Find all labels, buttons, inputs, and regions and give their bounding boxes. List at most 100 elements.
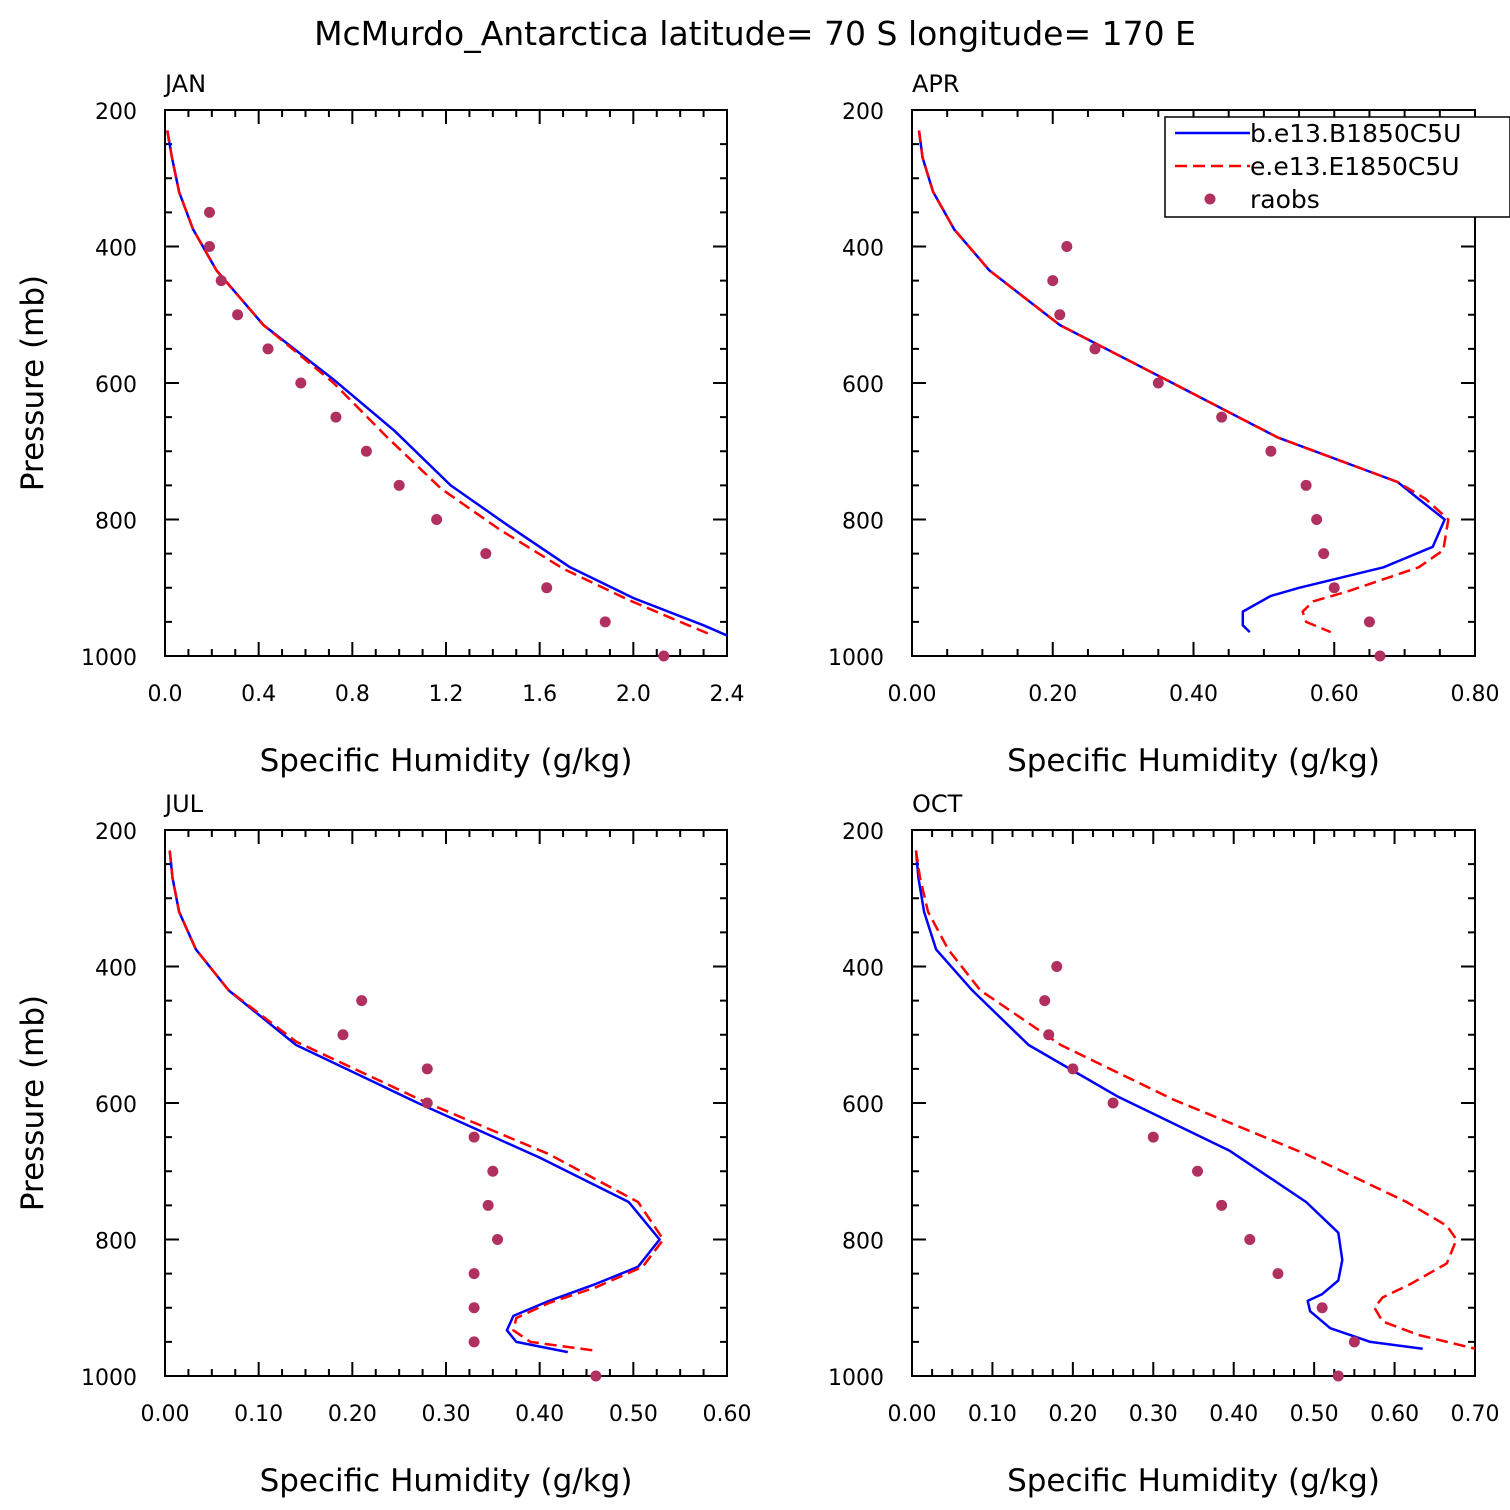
raobs-point — [468, 1336, 480, 1348]
x-tick-label: 0.10 — [968, 1402, 1017, 1427]
raobs-point — [468, 1268, 480, 1280]
y-tick-label: 200 — [842, 820, 884, 845]
raobs-point — [1216, 411, 1228, 423]
y-tick-label: 200 — [95, 100, 137, 125]
legend-label: b.e13.B1850C5U — [1250, 119, 1461, 148]
y-tick-label: 400 — [842, 957, 884, 982]
x-tick-label: 0.4 — [241, 682, 276, 707]
x-axis-label: Specific Humidity (g/kg) — [1007, 743, 1380, 779]
y-axis-label: Pressure (mb) — [15, 275, 51, 491]
raobs-point — [1047, 275, 1059, 287]
x-tick-label: 0.60 — [1370, 1402, 1419, 1427]
raobs-point — [431, 514, 443, 525]
raobs-point — [1374, 650, 1386, 662]
y-tick-label: 800 — [842, 1230, 884, 1255]
panel-jul: JUL 0.00 0.10 0.20 0.30 0.40 0.50 0.60 200 400 600… — [15, 790, 751, 1499]
x-tick-label: 0.00 — [888, 682, 937, 707]
x-tick-label: 2.4 — [710, 682, 745, 707]
raobs-point — [1363, 616, 1375, 628]
raobs-point — [1089, 343, 1101, 355]
raobs-point — [1107, 1097, 1119, 1109]
x-tick-label: 0.80 — [1451, 682, 1500, 707]
panel-oct: OCT 0.00 0.10 0.20 0.30 0.40 0.50 0.60 0.70 200 40… — [828, 790, 1499, 1499]
x-tick-label: 0.70 — [1451, 1402, 1500, 1427]
y-tick-label: 200 — [842, 100, 884, 125]
raobs-point — [541, 582, 553, 594]
series-line-e13-e1850c5u — [914, 850, 1475, 1350]
y-tick-label: 1000 — [828, 646, 884, 671]
x-tick-label: 0.50 — [609, 1402, 658, 1427]
raobs-point — [262, 343, 274, 355]
raobs-point — [658, 650, 670, 662]
raobs-point — [1318, 548, 1330, 560]
y-tick-label: 600 — [95, 373, 137, 398]
raobs-point — [337, 1029, 349, 1041]
x-tick-label: 2.0 — [616, 682, 651, 707]
raobs-point — [1216, 1199, 1228, 1211]
series-line-b13-b1850c5u — [914, 850, 1423, 1350]
raobs-point — [1332, 1370, 1344, 1382]
raobs-point — [1300, 479, 1312, 491]
x-tick-label: 0.30 — [1129, 1402, 1178, 1427]
x-axis-label: Specific Humidity (g/kg) — [1007, 1463, 1380, 1499]
x-tick-label: 0.0 — [148, 682, 183, 707]
raobs-point — [590, 1370, 602, 1382]
raobs-point — [1265, 445, 1277, 457]
x-tick-label: 0.30 — [422, 1402, 471, 1427]
x-axis-label: Specific Humidity (g/kg) — [260, 743, 633, 779]
panels-group: JAN 0.0 0.4 0.8 1.2 1.6 2.0 2.4 200 400 600 800 1000… — [15, 70, 1499, 1499]
x-tick-label: 0.40 — [1209, 1402, 1258, 1427]
raobs-point — [232, 309, 244, 321]
series-line-e13-e1850c5u — [168, 850, 665, 1352]
y-tick-label: 600 — [95, 1093, 137, 1118]
series-line-e13-e1850c5u — [166, 130, 714, 637]
y-tick-label: 600 — [842, 373, 884, 398]
y-tick-label: 1000 — [81, 1366, 137, 1391]
raobs-point — [1067, 1063, 1079, 1075]
y-tick-label: 600 — [842, 1093, 884, 1118]
raobs-point — [492, 1234, 504, 1245]
series-line-e13-e1850c5u — [917, 130, 1450, 634]
legend-label: raobs — [1250, 185, 1320, 214]
series-line-b13-b1850c5u — [166, 130, 727, 637]
x-tick-label: 0.8 — [335, 682, 370, 707]
raobs-point — [421, 1063, 433, 1075]
x-tick-label: 0.10 — [234, 1402, 283, 1427]
panel-label: APR — [912, 70, 960, 98]
legend: b.e13.B1850C5U e.e13.E1850C5U raobs — [1164, 116, 1510, 218]
raobs-point — [393, 479, 405, 491]
x-tick-label: 0.60 — [703, 1402, 752, 1427]
figure-title: McMurdo_Antarctica latitude= 70 S longit… — [314, 14, 1196, 53]
x-tick-label: 1.6 — [522, 682, 557, 707]
raobs-point — [203, 241, 215, 252]
x-tick-label: 0.40 — [515, 1402, 564, 1427]
raobs-point — [1272, 1268, 1284, 1280]
raobs-point — [330, 411, 342, 423]
raobs-point — [1147, 1131, 1159, 1143]
raobs-point — [1043, 1029, 1055, 1041]
y-tick-label: 1000 — [828, 1366, 884, 1391]
raobs-point — [487, 1165, 499, 1177]
raobs-point — [1039, 995, 1051, 1007]
y-tick-label: 800 — [95, 1230, 137, 1255]
y-tick-label: 400 — [95, 237, 137, 262]
raobs-point — [1244, 1234, 1256, 1245]
raobs-point — [468, 1302, 480, 1314]
legend-label: e.e13.E1850C5U — [1250, 152, 1460, 181]
raobs-point — [1328, 582, 1340, 594]
x-tick-label: 0.20 — [1028, 682, 1077, 707]
raobs-point — [295, 377, 307, 389]
y-tick-label: 1000 — [81, 646, 137, 671]
panel-label: JAN — [163, 70, 206, 98]
y-tick-label: 200 — [95, 820, 137, 845]
y-tick-label: 800 — [95, 510, 137, 535]
legend-marker-raobs — [1204, 193, 1216, 205]
raobs-point — [1316, 1302, 1328, 1314]
x-tick-label: 0.20 — [328, 1402, 377, 1427]
raobs-point — [356, 995, 368, 1007]
raobs-point — [421, 1097, 433, 1109]
raobs-point — [1192, 1165, 1204, 1177]
x-tick-label: 0.20 — [1048, 1402, 1097, 1427]
